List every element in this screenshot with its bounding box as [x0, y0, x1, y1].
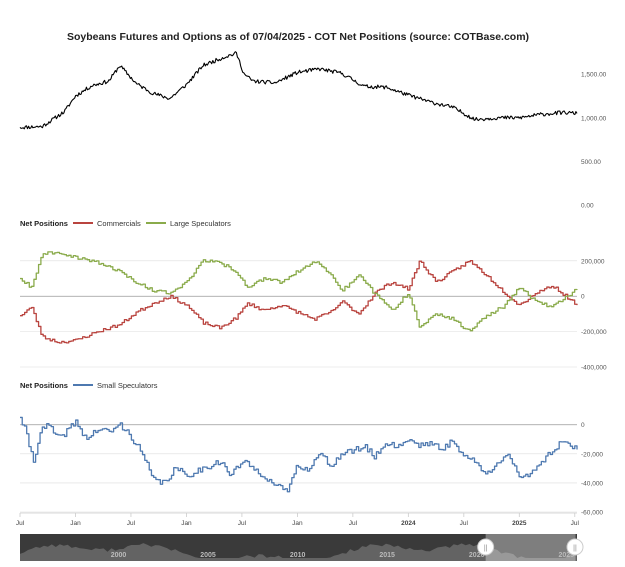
small-specs-panel: 0 -20,000 -40,000 -60,000 [20, 416, 603, 517]
y-tick-label: 200,000 [581, 258, 605, 265]
navigator-handle-knob[interactable] [566, 538, 584, 556]
legend-positions: Net Positions Commercials Large Speculat… [20, 219, 231, 228]
y-tick-label: -200,000 [581, 329, 607, 336]
legend-label-commercials[interactable]: Commercials [97, 219, 141, 228]
x-tick-label: Jul [16, 520, 25, 527]
navigator-handle-knob[interactable] [477, 538, 495, 556]
y-tick-label: -60,000 [581, 510, 603, 517]
legend-small-speculators: Net Positions Small Speculators [20, 381, 158, 390]
legend-title: Net Positions [20, 381, 68, 390]
navigator-handle-grip-icon: || [484, 545, 488, 552]
series-line-price[interactable] [19, 51, 578, 130]
x-tick-label: 2024 [401, 520, 416, 527]
y-tick-label: 1,500.00 [581, 72, 607, 79]
y-tick-label: 1,000.00 [581, 115, 607, 122]
x-tick-label: Jul [349, 520, 358, 527]
chart-title: Soybeans Futures and Options as of 07/04… [67, 31, 529, 43]
x-tick-label: Jul [127, 520, 136, 527]
navigator-year-label: 2000 [111, 552, 127, 559]
x-tick-label: Jan [181, 520, 192, 527]
legend-title: Net Positions [20, 219, 68, 228]
navigator-handle-grip-icon: || [573, 545, 577, 552]
x-tick-label: Jul [238, 520, 247, 527]
x-tick-label: 2025 [512, 520, 527, 527]
navigator-selection[interactable] [485, 534, 576, 561]
navigator-year-label: 2005 [200, 552, 216, 559]
x-tick-label: Jan [292, 520, 303, 527]
navigator-year-label: 2025 [558, 552, 574, 559]
x-tick-label: Jul [460, 520, 469, 527]
navigator-year-label: 2010 [290, 552, 306, 559]
series-line-small_speculators[interactable] [20, 416, 578, 493]
y-tick-label: 0 [581, 422, 585, 429]
y-tick-label: -20,000 [581, 451, 603, 458]
x-tick-label: Jul [571, 520, 580, 527]
y-tick-label: 0 [581, 294, 585, 301]
x-tick-label: Jan [70, 520, 81, 527]
navigator-handle-right[interactable]: || [566, 538, 584, 556]
legend-label-small-speculators[interactable]: Small Speculators [97, 381, 158, 390]
positions-panel: 200,000 0 -200,000 -400,000 [20, 251, 607, 372]
x-axis: Jul Jan Jul Jan Jul Jan Jul 2024 Jul 2025 Jul [16, 512, 580, 527]
y-tick-label: 0.00 [581, 203, 594, 210]
price-panel: 1,500.00 1,000.00 500.00 0.00 [19, 51, 607, 210]
navigator-year-label: 2015 [379, 552, 395, 559]
navigator-year-label: 2020 [469, 552, 485, 559]
y-tick-label: -400,000 [581, 365, 607, 372]
legend-label-large-speculators[interactable]: Large Speculators [170, 219, 231, 228]
y-tick-label: -40,000 [581, 480, 603, 487]
navigator-handle-left[interactable]: || [477, 538, 495, 556]
navigator-area [20, 543, 577, 561]
y-tick-label: 500.00 [581, 159, 601, 166]
series-line-commercials[interactable] [20, 260, 578, 344]
series-line-large_speculators[interactable] [20, 251, 578, 332]
navigator[interactable]: 2000 2005 2010 2015 2020 2025|| || [20, 534, 584, 561]
